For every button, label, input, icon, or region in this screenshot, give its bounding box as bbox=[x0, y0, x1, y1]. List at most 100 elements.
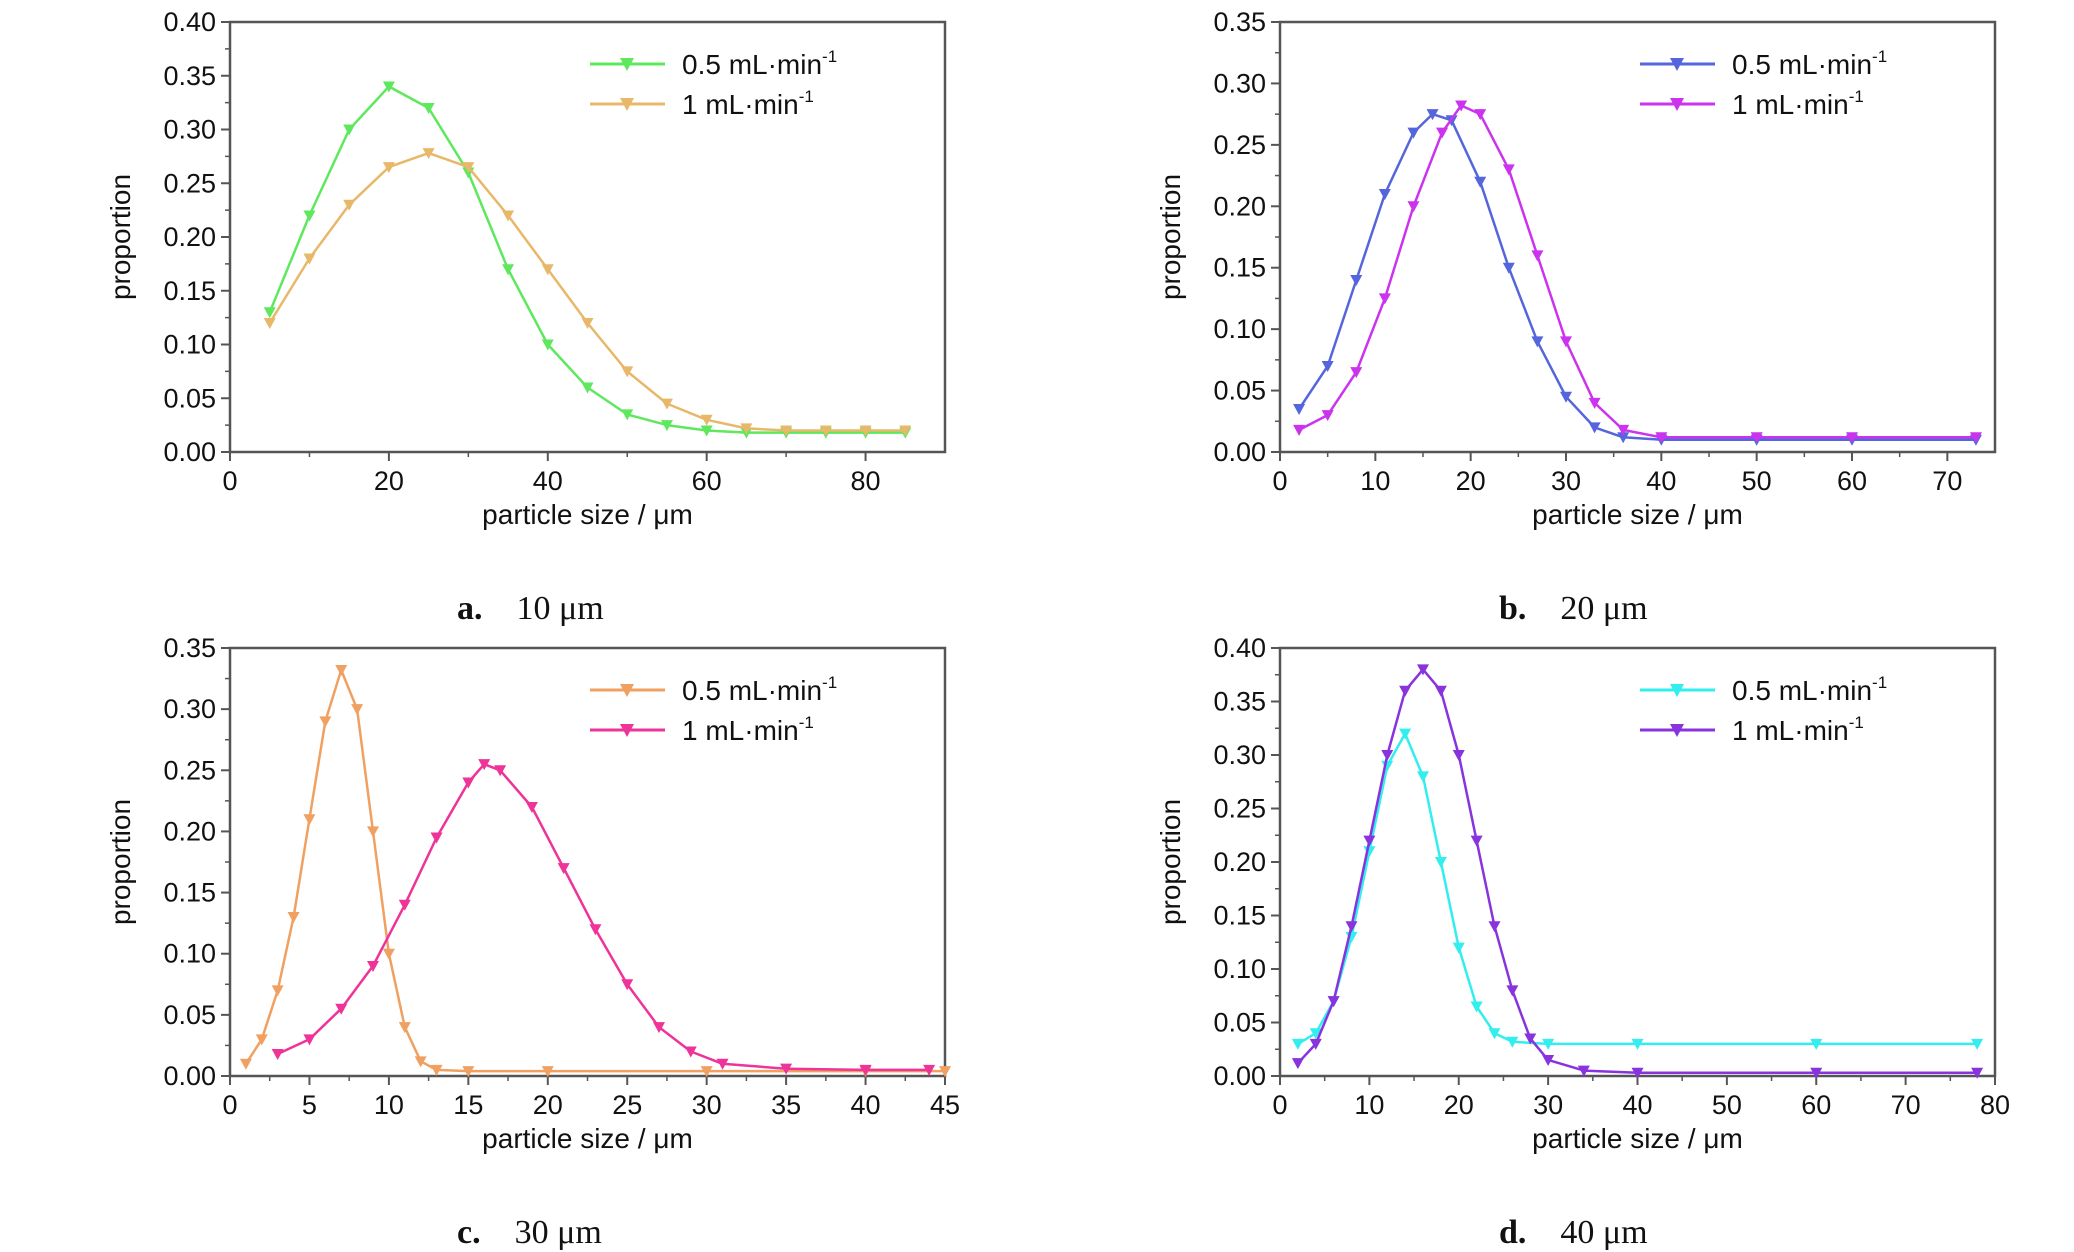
legend-swatch-marker bbox=[620, 58, 634, 71]
data-point bbox=[700, 425, 713, 437]
x-tick-label: 60 bbox=[1801, 1090, 1831, 1120]
data-point bbox=[1531, 336, 1544, 348]
data-point bbox=[541, 339, 554, 351]
legend-name: 0.5 mL·min bbox=[682, 675, 822, 706]
data-point bbox=[653, 1022, 665, 1034]
data-point bbox=[1560, 391, 1572, 403]
data-point bbox=[1542, 1054, 1555, 1066]
data-point bbox=[581, 382, 594, 394]
data-point bbox=[1655, 432, 1668, 444]
legend-label: 1 mL·min-1 bbox=[682, 713, 814, 746]
data-point bbox=[716, 1058, 729, 1070]
legend-swatch-marker bbox=[1670, 58, 1684, 71]
data-point bbox=[1488, 921, 1501, 933]
data-point bbox=[859, 1064, 872, 1076]
data-point bbox=[541, 1066, 554, 1078]
data-point bbox=[557, 863, 570, 875]
x-tick-label: 50 bbox=[1712, 1090, 1742, 1120]
data-point bbox=[1434, 685, 1447, 697]
data-point bbox=[819, 425, 832, 437]
y-tick-label: 0.10 bbox=[1213, 954, 1266, 984]
data-point bbox=[1291, 1058, 1304, 1070]
chart-c-svg: 0 5 10 15 20 25 30 35 40 45 0.00 0.05 0.10 0.15 0.20 0.… bbox=[105, 633, 960, 1154]
y-axis-title: proportion bbox=[105, 174, 136, 300]
series-line bbox=[1297, 732, 1978, 1046]
data-point bbox=[1350, 275, 1363, 286]
data-point bbox=[1452, 942, 1465, 954]
x-tick-label: 30 bbox=[1533, 1090, 1563, 1120]
series-line bbox=[1298, 112, 1976, 441]
x-tick-label: 10 bbox=[1360, 466, 1390, 496]
data-point bbox=[1750, 432, 1763, 444]
data-point bbox=[287, 912, 300, 924]
legend-label: 0.5 mL·min-1 bbox=[1732, 47, 1887, 80]
data-point bbox=[462, 1066, 475, 1078]
data-point bbox=[271, 1048, 284, 1060]
chart-panel-a: 0 20 40 60 80 0.00 0.05 0.10 0.15 0.20 0.25 0.30 0.3… bbox=[0, 0, 1000, 540]
data-point bbox=[1436, 127, 1449, 139]
y-tick-label: 0.30 bbox=[1213, 68, 1266, 98]
data-point bbox=[1293, 424, 1306, 436]
data-point bbox=[1327, 996, 1340, 1008]
data-point bbox=[1378, 189, 1391, 200]
x-tick-label: 40 bbox=[533, 466, 563, 496]
y-tick-label: 0.10 bbox=[163, 330, 216, 360]
data-point bbox=[1474, 176, 1487, 188]
data-point bbox=[478, 759, 491, 771]
data-point bbox=[430, 1064, 443, 1076]
x-tick-label: 40 bbox=[1622, 1090, 1652, 1120]
x-tick-label: 80 bbox=[1980, 1090, 2010, 1120]
caption-a: a. 10 μm bbox=[440, 552, 604, 628]
x-axis-title: particle size / μm bbox=[482, 499, 693, 530]
chart-panel-b: 0 10 20 30 40 50 60 70 0.00 0.05 0.10 0.15 0.20 0.25 0… bbox=[1040, 0, 2040, 540]
y-tick-label: 0.00 bbox=[1213, 437, 1266, 467]
legend-name: 0.5 mL·min bbox=[682, 49, 822, 80]
legend-name: 1 mL·min bbox=[682, 89, 799, 120]
y-tick-label: 0.15 bbox=[1213, 253, 1266, 283]
data-point bbox=[1426, 109, 1439, 121]
data-point bbox=[621, 979, 634, 991]
x-tick-label: 20 bbox=[1444, 1090, 1474, 1120]
legend-label: 0.5 mL·min-1 bbox=[1732, 673, 1887, 706]
data-point bbox=[1560, 336, 1572, 348]
y-tick-label: 0.20 bbox=[163, 816, 216, 846]
data-point bbox=[660, 398, 673, 410]
caption-d-title: 40 μm bbox=[1560, 1214, 1648, 1251]
data-point bbox=[263, 307, 276, 319]
data-point bbox=[382, 81, 395, 93]
data-point bbox=[1417, 771, 1429, 783]
caption-b: b. 20 μm bbox=[1482, 552, 1648, 628]
data-point bbox=[1810, 1067, 1823, 1079]
x-tick-label: 5 bbox=[302, 1090, 317, 1120]
data-point bbox=[1293, 404, 1306, 415]
data-point bbox=[660, 420, 673, 432]
y-tick-label: 0.00 bbox=[163, 1061, 216, 1091]
data-point bbox=[343, 199, 356, 211]
y-tick-label: 0.40 bbox=[163, 7, 216, 37]
y-tick-label: 0.15 bbox=[163, 276, 216, 306]
legend-label: 1 mL·min-1 bbox=[1732, 87, 1864, 120]
data-point bbox=[494, 765, 507, 777]
data-point bbox=[1407, 127, 1420, 139]
data-point bbox=[684, 1046, 697, 1058]
legend-swatch-marker bbox=[1670, 98, 1684, 111]
x-tick-label: 80 bbox=[851, 466, 881, 496]
y-tick-label: 0.10 bbox=[1213, 314, 1266, 344]
data-point bbox=[1381, 750, 1394, 761]
y-axis-title: proportion bbox=[1155, 799, 1186, 925]
data-point bbox=[1363, 835, 1376, 847]
x-tick-label: 30 bbox=[692, 1090, 722, 1120]
caption-d-label: d. bbox=[1499, 1214, 1527, 1251]
legend-swatch-marker bbox=[1670, 684, 1684, 697]
legend-name: 1 mL·min bbox=[1732, 715, 1849, 746]
data-point bbox=[859, 425, 872, 437]
x-axis-title: particle size / μm bbox=[1532, 499, 1743, 530]
data-point bbox=[271, 985, 284, 997]
data-point bbox=[1399, 685, 1412, 697]
chart-d-svg: 0 10 20 30 40 50 60 70 80 0.00 0.05 0.10 0.15 0.20 0.2… bbox=[1155, 633, 2010, 1154]
x-axis-title: particle size / μm bbox=[482, 1123, 693, 1154]
data-point bbox=[525, 801, 538, 813]
series-line bbox=[277, 762, 930, 1072]
y-tick-label: 0.00 bbox=[163, 437, 216, 467]
y-tick-label: 0.30 bbox=[163, 115, 216, 145]
